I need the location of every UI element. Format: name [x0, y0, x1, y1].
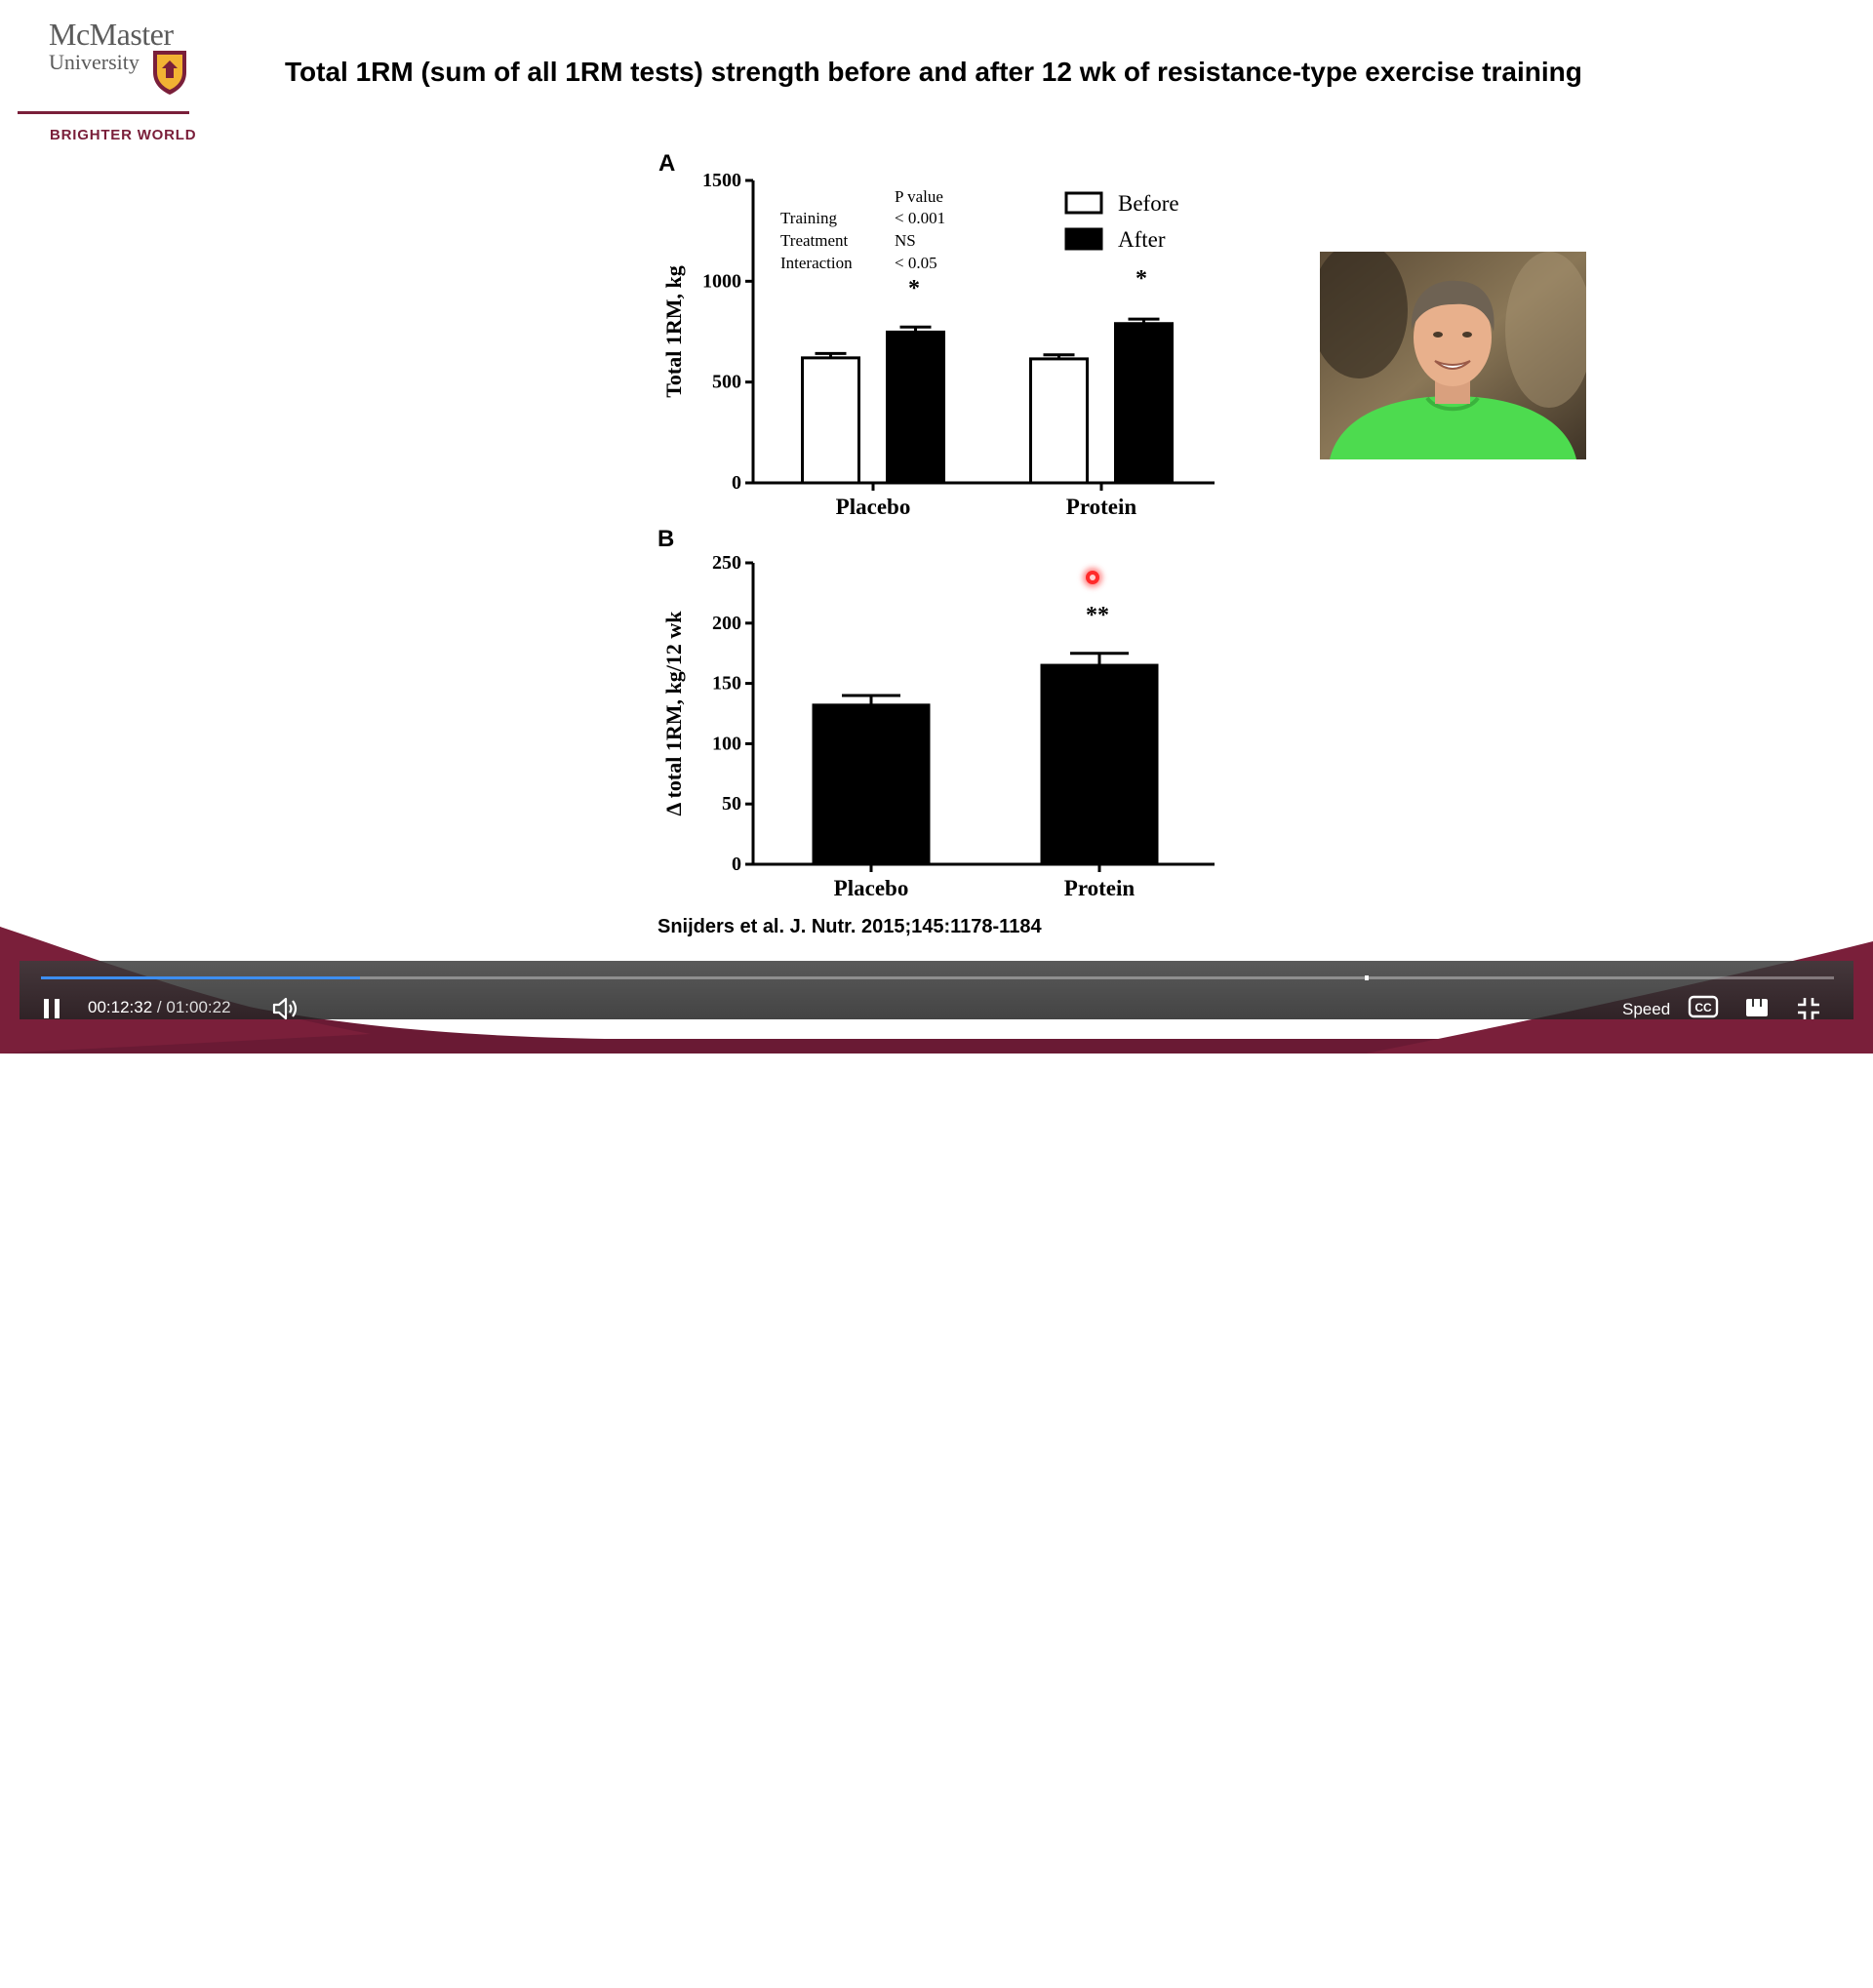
volume-button[interactable]	[271, 996, 300, 1021]
y-tick-label: 100	[712, 733, 741, 754]
panel-a-letter: A	[658, 150, 675, 177]
x-tick-label: Placebo	[836, 495, 911, 519]
legend-label-after: After	[1118, 227, 1166, 252]
bar	[1040, 663, 1159, 866]
logo-divider	[18, 111, 189, 114]
y-tick-label: 250	[712, 552, 741, 574]
watermark-line1: McMaster	[1722, 1924, 1851, 1959]
citation: Snijders et al. J. Nutr. 2015;145:1178-1…	[658, 916, 1042, 937]
chart-a: 0 500 1000 1500 Total 1RM, kg Placebo Protein	[661, 170, 1215, 519]
sig-star-protein: *	[1136, 266, 1147, 292]
chart-b: 0 50 100 150 200 250 Δ total 1RM, kg/12 wk Plac…	[661, 552, 1215, 900]
captions-button[interactable]: CC	[1688, 994, 1719, 1019]
stat-value-treatment: NS	[895, 231, 916, 250]
video-player-controls: McMaster University 00:12:32 / 01:00:22 …	[20, 961, 1853, 1986]
exit-fullscreen-button[interactable]	[1796, 996, 1821, 1021]
speaker-photo	[1320, 252, 1586, 459]
crest-icon	[153, 51, 186, 95]
sig-stars-protein: **	[1086, 603, 1109, 628]
panel-b-letter: B	[658, 526, 674, 552]
stat-value-training: < 0.001	[895, 209, 945, 227]
time-display: 00:12:32 / 01:00:22	[88, 998, 231, 1017]
logo-name-line2: University	[49, 50, 139, 74]
y-axis-label: Total 1RM, kg	[661, 265, 686, 397]
presentation-slide: McMaster University BRIGHTER WORLD Total…	[0, 18, 1873, 1054]
exit-fullscreen-icon	[1798, 998, 1819, 1019]
volume-icon	[272, 997, 298, 1020]
y-tick-label: 200	[712, 613, 741, 634]
stat-label-interaction: Interaction	[780, 254, 853, 272]
chapters-button[interactable]	[1744, 996, 1770, 1019]
logo-tagline: BRIGHTER WORLD	[50, 127, 197, 143]
duration: 01:00:22	[166, 998, 231, 1016]
y-tick-label: 500	[712, 372, 741, 393]
speed-button[interactable]: Speed	[1622, 1000, 1671, 1018]
stat-value-interaction: < 0.05	[895, 254, 937, 272]
bar	[1114, 322, 1174, 485]
stat-label-treatment: Treatment	[780, 231, 849, 250]
y-tick-label: 0	[732, 472, 741, 494]
chapters-icon	[1746, 999, 1768, 1016]
y-tick-label: 150	[712, 673, 741, 695]
controls-background	[20, 961, 1853, 1019]
logo-name-line1: McMaster	[49, 17, 174, 52]
bar	[886, 330, 945, 485]
time-separator: /	[156, 998, 162, 1016]
x-tick-label: Protein	[1064, 876, 1136, 900]
x-tick-label: Protein	[1066, 495, 1137, 519]
pvalue-header: P value	[895, 187, 943, 206]
y-tick-label: 50	[722, 793, 741, 815]
speaker-portrait-image	[1320, 252, 1586, 459]
closed-captions-icon: CC	[1688, 995, 1719, 1018]
pause-button[interactable]	[39, 996, 64, 1021]
stat-label-training: Training	[780, 209, 837, 227]
y-axis-label: Δ total 1RM, kg/12 wk	[661, 611, 686, 816]
x-tick-label: Placebo	[834, 876, 909, 900]
y-tick-label: 1500	[702, 170, 741, 191]
progress-bar[interactable]	[41, 975, 1834, 980]
cc-text: CC	[1694, 1001, 1712, 1014]
legend-swatch-before	[1064, 191, 1103, 215]
y-tick-label: 0	[732, 854, 741, 875]
sig-star-placebo: *	[908, 276, 920, 301]
legend-label-before: Before	[1118, 191, 1179, 216]
slide-title: Total 1RM (sum of all 1RM tests) strengt…	[285, 57, 1582, 87]
laser-pointer	[1086, 571, 1099, 584]
figure: A P value Training < 0.001 Treatment NS …	[658, 150, 1215, 900]
legend-swatch-after	[1064, 227, 1103, 251]
logo-wordmark: McMaster University	[49, 18, 215, 74]
watermark: McMaster University	[1722, 1924, 1854, 1988]
bar	[1029, 357, 1089, 485]
y-tick-label: 1000	[702, 270, 741, 292]
watermark-line2: University	[1722, 1953, 1854, 1988]
progress-fill	[41, 976, 361, 979]
pause-icon	[44, 999, 60, 1018]
bar	[812, 703, 931, 866]
bar	[801, 356, 860, 485]
chapter-marker[interactable]	[1365, 975, 1369, 980]
current-time: 00:12:32	[88, 998, 153, 1016]
